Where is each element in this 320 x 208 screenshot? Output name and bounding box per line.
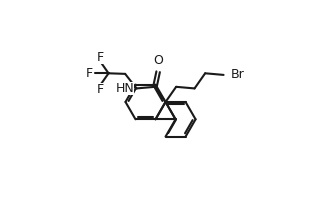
Text: F: F — [97, 51, 104, 64]
Text: HN: HN — [116, 82, 134, 95]
Text: F: F — [97, 83, 104, 96]
Text: F: F — [86, 67, 93, 80]
Text: Br: Br — [230, 68, 244, 81]
Text: O: O — [153, 54, 163, 67]
